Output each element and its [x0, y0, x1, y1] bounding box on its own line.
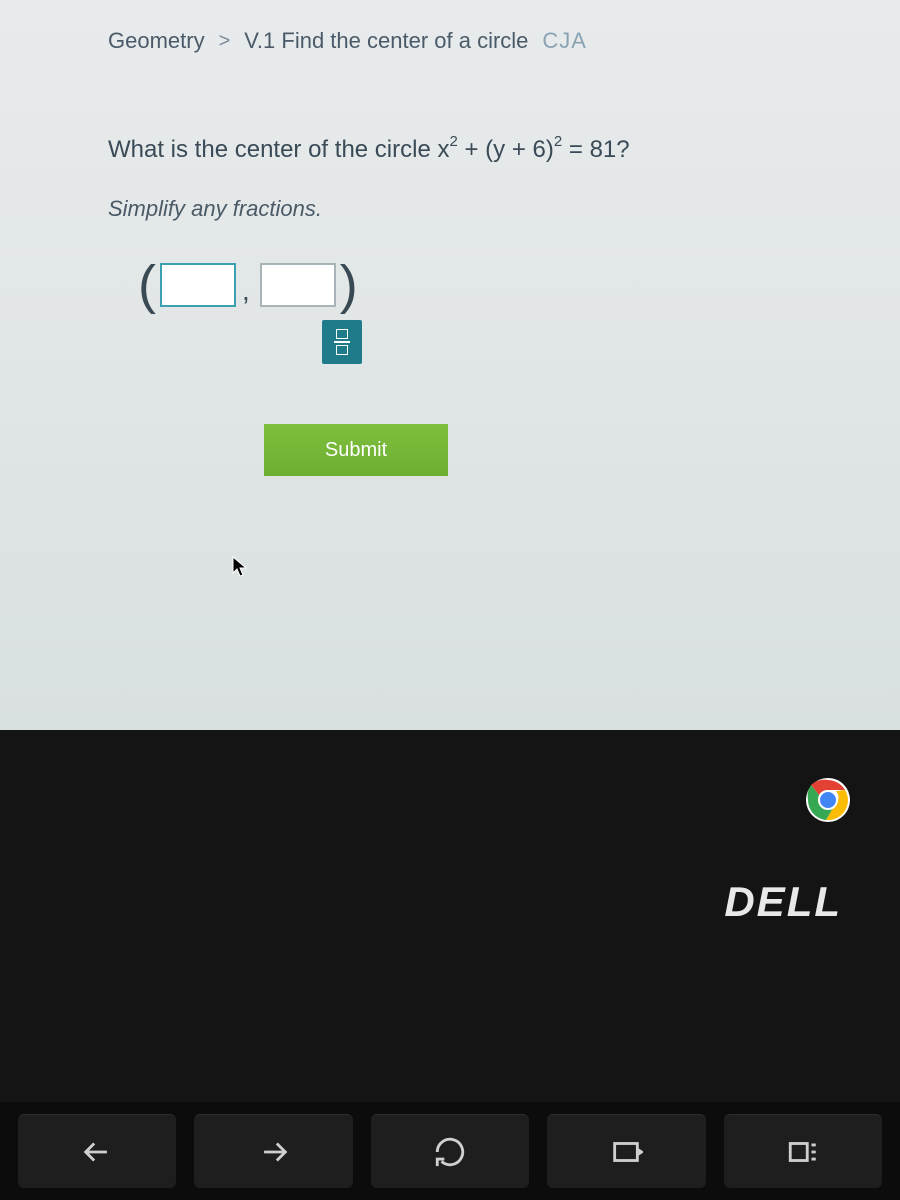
eq-x: x: [437, 136, 449, 163]
open-paren: (: [138, 258, 156, 312]
eq-sup2: 2: [554, 133, 562, 150]
comma: ,: [242, 275, 250, 307]
app-screen: Geometry > V.1 Find the center of a circ…: [0, 0, 900, 730]
overview-key[interactable]: [724, 1114, 882, 1188]
overview-icon: [786, 1135, 820, 1169]
breadcrumb: Geometry > V.1 Find the center of a circ…: [0, 0, 900, 72]
submit-button[interactable]: Submit: [264, 424, 448, 476]
question-block: What is the center of the circle x2 + (y…: [0, 72, 900, 476]
close-paren: ): [340, 258, 358, 312]
keyboard-row: [0, 1102, 900, 1200]
fullscreen-key[interactable]: [547, 1114, 705, 1188]
breadcrumb-code: CJA: [542, 28, 587, 54]
fraction-icon: [334, 328, 350, 356]
arrow-left-icon: [80, 1135, 114, 1169]
back-key[interactable]: [18, 1114, 176, 1188]
fraction-tool-button[interactable]: [322, 320, 362, 364]
cursor-icon: [232, 556, 248, 578]
answer-x-input[interactable]: [160, 263, 236, 307]
breadcrumb-lesson[interactable]: V.1 Find the center of a circle: [244, 28, 528, 54]
arrow-right-icon: [257, 1135, 291, 1169]
submit-label: Submit: [325, 439, 387, 462]
dell-logo: DELL: [724, 878, 842, 926]
chrome-icon: [804, 776, 852, 824]
refresh-key[interactable]: [371, 1114, 529, 1188]
breadcrumb-subject[interactable]: Geometry: [108, 28, 205, 54]
question-text: What is the center of the circle x2 + (y…: [108, 132, 792, 168]
eq-mid: + (y + 6): [458, 136, 554, 163]
fullscreen-icon: [609, 1135, 643, 1169]
eq-tail: = 81?: [562, 136, 629, 163]
refresh-icon: [433, 1135, 467, 1169]
question-prefix: What is the center of the circle: [108, 136, 437, 163]
answer-y-input[interactable]: [260, 263, 336, 307]
question-hint: Simplify any fractions.: [108, 196, 792, 222]
eq-sup1: 2: [449, 133, 457, 150]
chevron-right-icon: >: [219, 30, 231, 53]
answer-row: ( , ): [138, 258, 792, 312]
forward-key[interactable]: [194, 1114, 352, 1188]
